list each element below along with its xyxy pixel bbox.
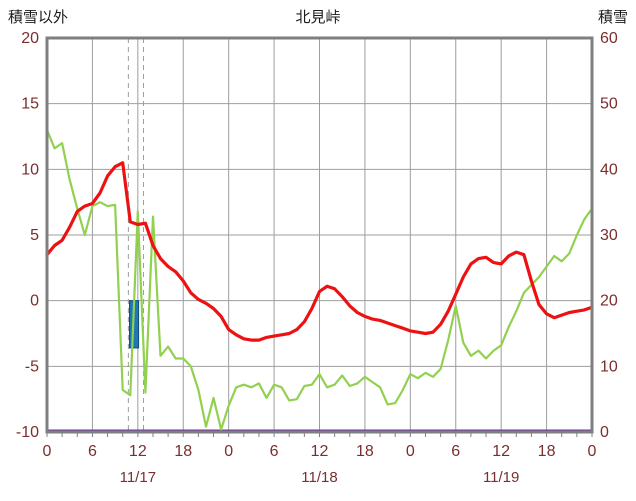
right-axis-title: 積雪 (597, 9, 628, 26)
svg-text:15: 15 (21, 96, 39, 113)
x-axis-hour-labels: 0 6 12 18 0 6 12 18 0 6 12 18 0 (43, 443, 597, 460)
vertical-gridlines (91, 38, 548, 432)
x-axis-date-labels: 11/17 11/18 11/19 (120, 469, 520, 486)
svg-text:20: 20 (21, 30, 39, 47)
svg-text:-5: -5 (25, 358, 39, 375)
left-axis-tick-labels: 20 15 10 5 0 -5 -10 (16, 30, 39, 441)
svg-text:0: 0 (30, 293, 39, 310)
right-axis-tick-labels: 60 50 40 30 20 10 0 (600, 30, 618, 441)
svg-text:18: 18 (174, 443, 192, 460)
svg-text:0: 0 (224, 443, 233, 460)
svg-text:60: 60 (600, 30, 618, 47)
svg-text:10: 10 (600, 358, 618, 375)
chart-title: 北見峠 (295, 9, 341, 26)
svg-text:11/17: 11/17 (120, 469, 156, 486)
svg-text:40: 40 (600, 161, 618, 178)
svg-text:0: 0 (406, 443, 415, 460)
svg-text:5: 5 (30, 227, 39, 244)
svg-text:0: 0 (600, 424, 609, 441)
svg-text:0: 0 (588, 443, 597, 460)
svg-text:12: 12 (492, 443, 510, 460)
svg-text:12: 12 (311, 443, 329, 460)
svg-text:12: 12 (129, 443, 147, 460)
left-axis-title: 積雪以外 (8, 9, 69, 26)
svg-text:11/18: 11/18 (301, 469, 337, 486)
svg-text:18: 18 (538, 443, 556, 460)
svg-text:6: 6 (270, 443, 279, 460)
svg-text:50: 50 (600, 96, 618, 113)
svg-text:6: 6 (88, 443, 97, 460)
svg-text:18: 18 (356, 443, 374, 460)
plot-border (45, 36, 594, 434)
svg-text:-10: -10 (16, 424, 39, 441)
svg-text:10: 10 (21, 161, 39, 178)
svg-text:6: 6 (451, 443, 460, 460)
svg-text:20: 20 (600, 293, 618, 310)
svg-text:30: 30 (600, 227, 618, 244)
svg-text:0: 0 (43, 443, 52, 460)
svg-text:11/19: 11/19 (483, 469, 519, 486)
red-line (45, 161, 594, 342)
green-line (45, 128, 594, 431)
